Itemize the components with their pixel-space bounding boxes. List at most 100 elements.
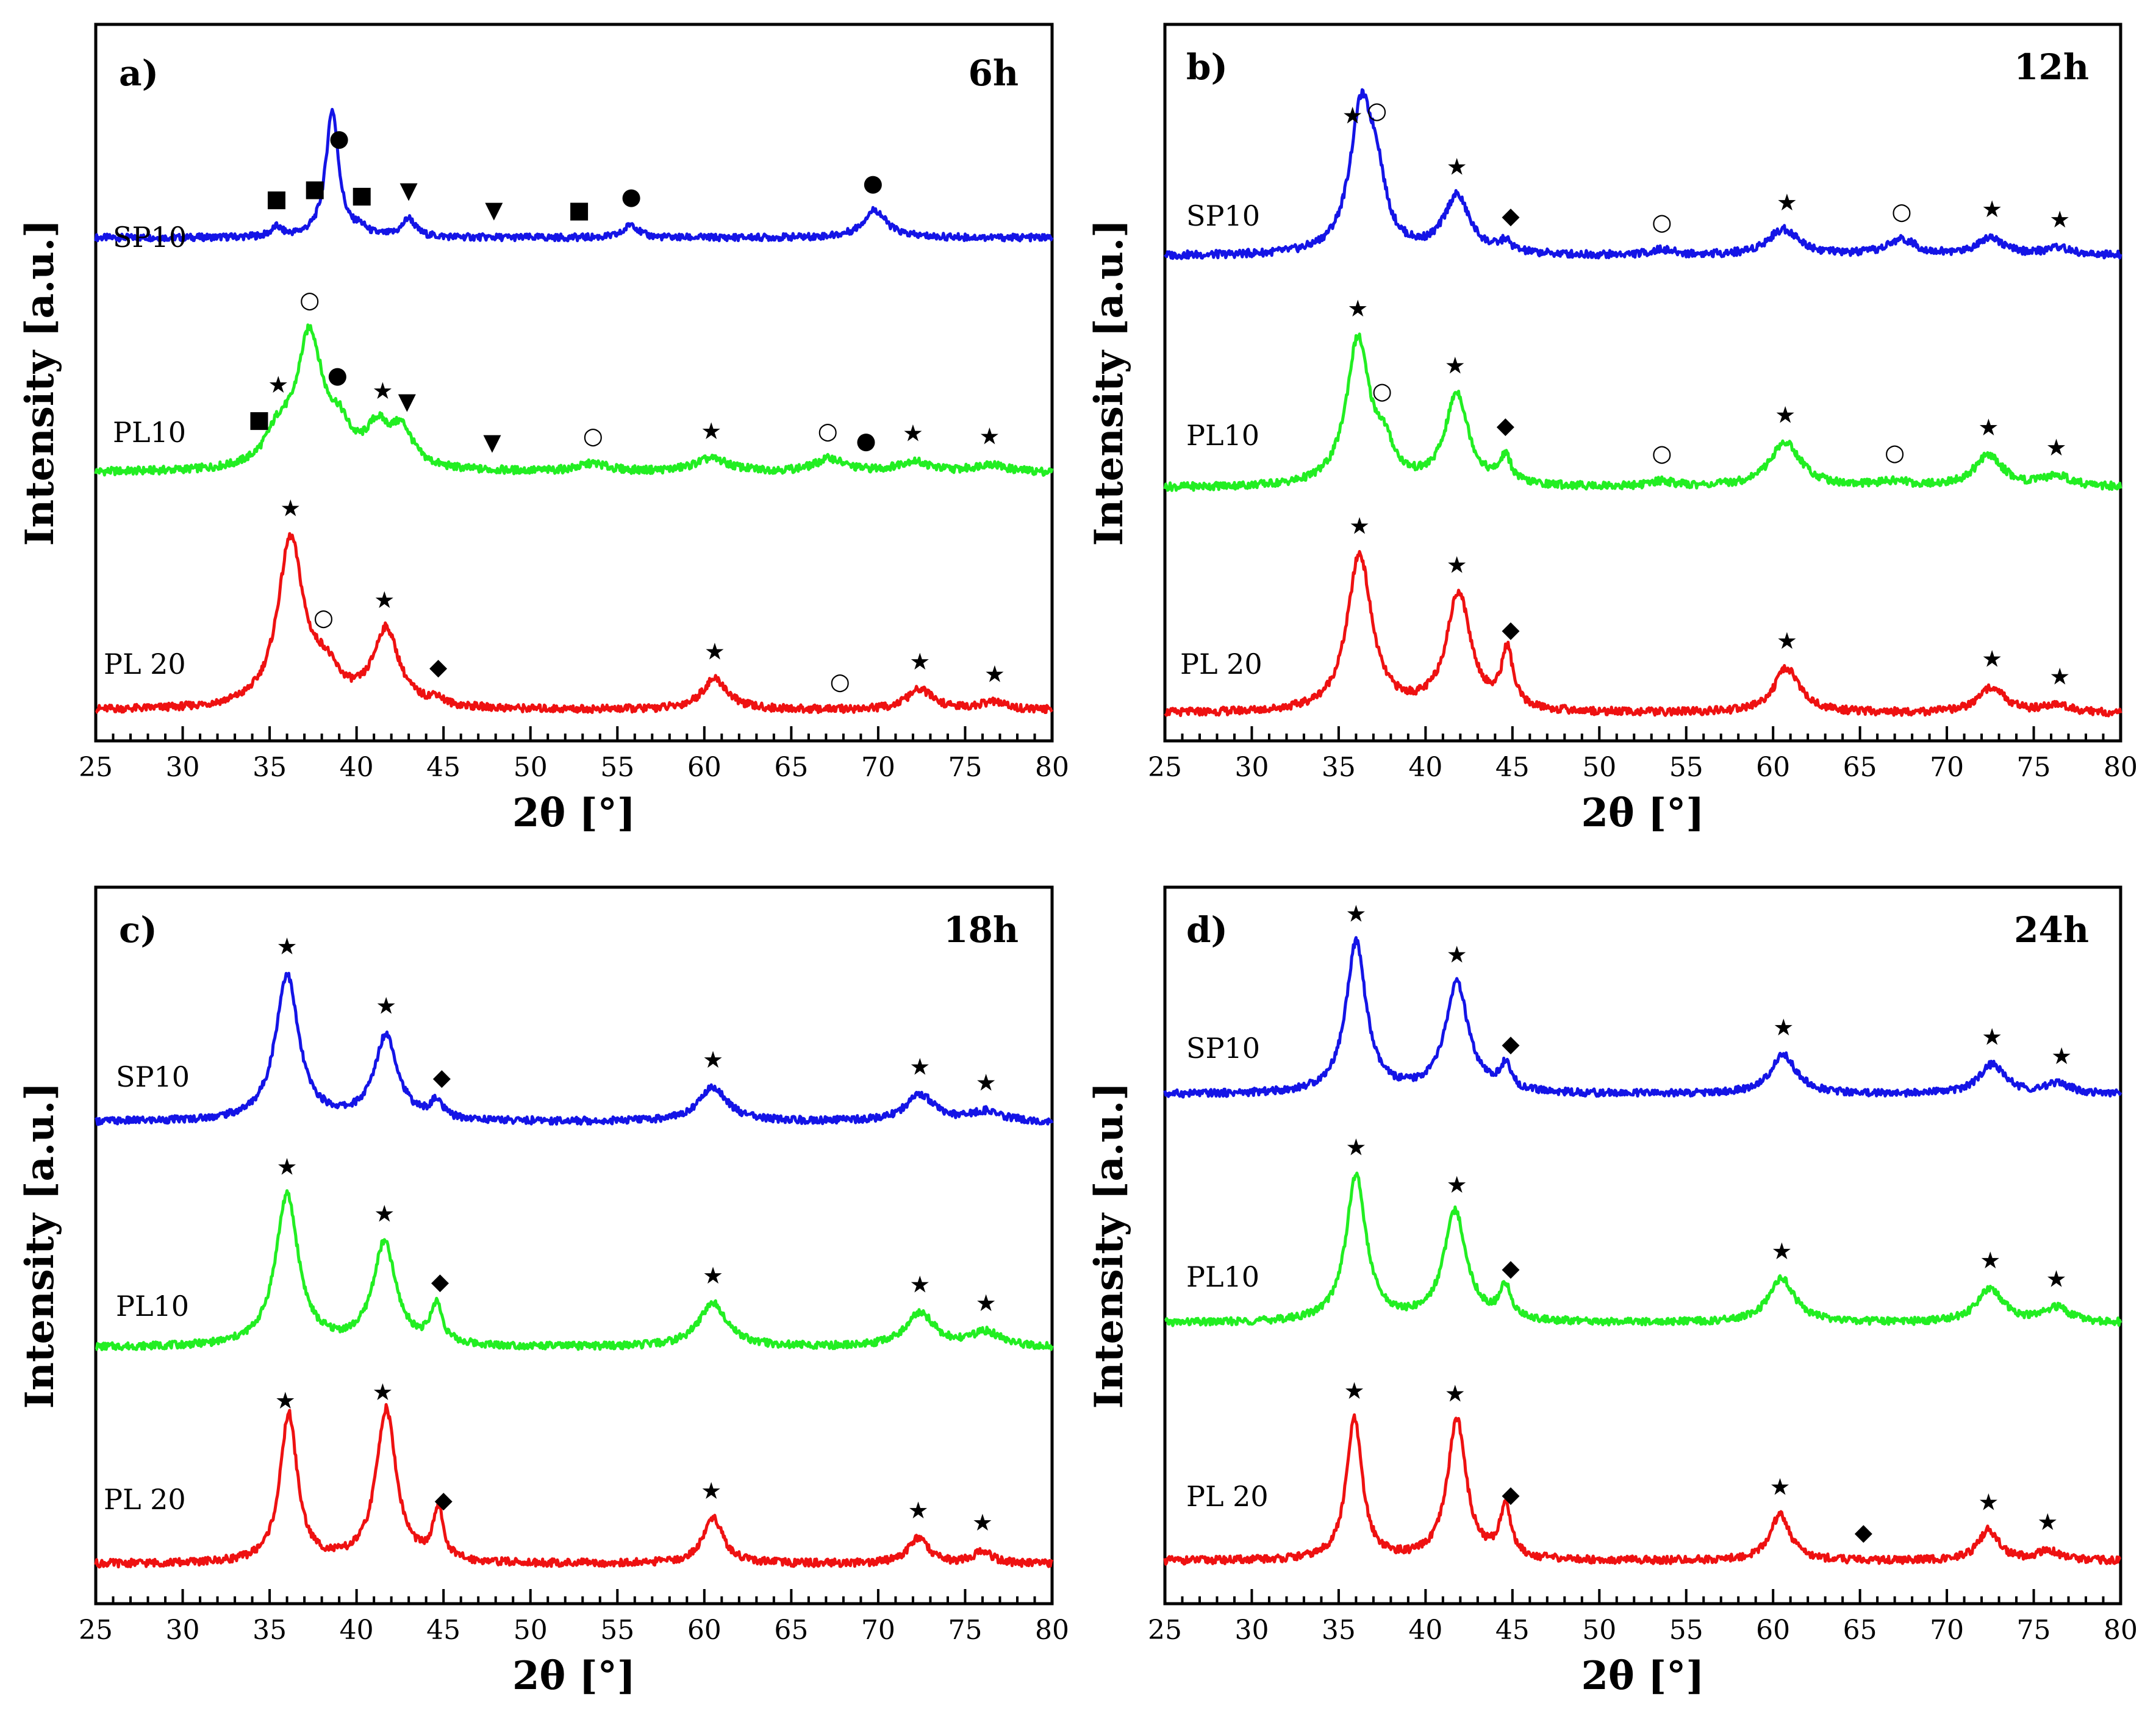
star-marker: ★: [372, 377, 393, 404]
star-marker: ★: [1347, 295, 1368, 322]
plot-frame: [94, 23, 1054, 743]
series-line: [94, 107, 1054, 243]
star-marker: ★: [1447, 551, 1467, 578]
star-marker: ★: [908, 1497, 928, 1524]
x-tick-label: 40: [1408, 1615, 1442, 1646]
chart-panel-24h: 25 30 35 40 45 50 55 60 65 70 75 80 2θ [°] Intensity …: [1086, 885, 2138, 1699]
star-marker: ★: [704, 638, 725, 665]
star-marker: ★: [1349, 512, 1370, 539]
x-tick-label: 25: [1148, 752, 1182, 783]
star-marker: ★: [280, 495, 301, 522]
star-marker: ★: [1344, 1377, 1365, 1404]
x-tick-label: 45: [1495, 1615, 1530, 1646]
diamond-marker: ◆: [433, 1064, 451, 1091]
plot-frame: [1163, 23, 2122, 743]
star-marker: ★: [1982, 196, 2002, 223]
x-tick-label: 45: [426, 752, 460, 783]
star-marker: ★: [1447, 153, 1467, 180]
star-marker: ★: [2049, 206, 2070, 233]
star-marker: ★: [372, 1379, 393, 1406]
series-label: SP10: [116, 1060, 190, 1093]
star-marker: ★: [374, 587, 395, 613]
x-tick-label: 80: [1035, 752, 1069, 783]
x-tick-label: 55: [1669, 1615, 1703, 1646]
circle_open-marker: ○: [830, 668, 850, 695]
star-marker: ★: [701, 418, 722, 445]
star-marker: ★: [1777, 627, 1797, 654]
star-marker: ★: [2046, 1266, 2067, 1293]
x-tick-label: 35: [1322, 1615, 1356, 1646]
diamond-marker: ◆: [1502, 202, 1520, 229]
diamond-marker: ◆: [431, 1268, 449, 1295]
series-label: PL 20: [1180, 648, 1262, 680]
panel-letter: c): [119, 909, 157, 951]
series-line: [1163, 88, 2122, 260]
star-marker: ★: [1345, 900, 1366, 927]
square-marker: ■: [568, 196, 590, 223]
star-marker: ★: [1445, 352, 1466, 379]
x-tick-label: 65: [1843, 752, 1877, 783]
x-tick-label: 25: [79, 752, 113, 783]
series-label: SP10: [1186, 1032, 1260, 1065]
triangle-marker: ▼: [398, 388, 417, 415]
x-tick-label: 50: [514, 752, 548, 783]
series-pl20: PL 20 ★ ★ ◆ ★ ◆ ★ ★: [1163, 1377, 2122, 1566]
circle-marker: ●: [856, 427, 876, 454]
panel-time-title: 18h: [944, 909, 1019, 951]
x-tick-label: 35: [252, 752, 287, 783]
star-marker: ★: [1978, 1488, 1999, 1515]
star-marker: ★: [909, 1271, 930, 1298]
star-marker: ★: [976, 1070, 997, 1096]
circle_open-marker: ○: [1891, 198, 1911, 225]
x-tick-label: 25: [79, 1615, 113, 1646]
diamond-marker: ◆: [1497, 412, 1515, 439]
chart-panel-18h: 25 30 35 40 45 50 55 60 65 70 75 80 2θ [°] Intensity …: [17, 885, 1069, 1699]
circle_open-marker: ○: [1367, 97, 1387, 124]
star-marker: ★: [703, 1046, 723, 1073]
x-tick-label: 40: [340, 752, 374, 783]
chart-panel-6h: 25 30 35 40 45 50 55 60 65 70 75 80 2θ [°] Intensity …: [17, 23, 1069, 836]
x-tick-label: 60: [1756, 1615, 1790, 1646]
chart-panel-12h: 25 30 35 40 45 50 55 60 65 70 75 80 2θ [°] Intensity …: [1086, 23, 2138, 836]
y-axis-title: Intensity [a.u.]: [1086, 1082, 1132, 1409]
x-tick-label: 25: [1148, 1615, 1182, 1646]
x-tick-label: 65: [1843, 1615, 1877, 1646]
series-pl20: PL 20 ★ ★ ◆ ★ ★ ★: [1164, 512, 2122, 718]
star-marker: ★: [909, 1053, 930, 1080]
x-tick-label: 45: [426, 1615, 460, 1646]
series-line: [1163, 332, 2122, 492]
star-marker: ★: [2051, 1043, 2072, 1070]
x-tick-label: 40: [340, 1615, 374, 1646]
x-tick-label: 70: [1930, 1615, 1964, 1646]
x-tick-label: 55: [600, 1615, 634, 1646]
circle-marker: ●: [328, 362, 348, 388]
series-pl20: PL 20 ★ ★ ◆ ★ ★ ★: [94, 1379, 1054, 1569]
star-marker: ★: [703, 1262, 723, 1289]
x-tick-label: 75: [2017, 752, 2051, 783]
series-pl10: PL10 ★ ○ ★ ◆ ○ ★ ○ ★ ★: [1163, 295, 2122, 492]
x-tick-label: 75: [948, 1615, 982, 1646]
x-tick-label: 45: [1495, 752, 1530, 783]
diamond-marker: ◆: [435, 1486, 453, 1513]
star-marker: ★: [1775, 402, 1796, 429]
x-tick-label: 40: [1408, 752, 1442, 783]
x-tick-label: 75: [948, 752, 982, 783]
triangle-marker: ▼: [400, 177, 418, 204]
panel-time-title: 6h: [968, 52, 1019, 94]
star-marker: ★: [275, 1387, 296, 1414]
star-marker: ★: [1770, 1474, 1791, 1501]
star-marker: ★: [1982, 1024, 2002, 1051]
star-marker: ★: [976, 1290, 997, 1316]
star-marker: ★: [1447, 941, 1467, 968]
circle-marker: ●: [863, 170, 883, 196]
x-tick-label: 30: [166, 1615, 200, 1646]
star-marker: ★: [1345, 1134, 1366, 1160]
triangle-marker: ▼: [485, 196, 503, 223]
x-tick-label: 50: [514, 1615, 548, 1646]
circle_open-marker: ○: [818, 418, 838, 445]
diamond-marker: ◆: [1502, 1030, 1520, 1057]
plot-frame: [94, 885, 1054, 1606]
star-marker: ★: [1447, 1171, 1467, 1198]
series-line: [1164, 1171, 2122, 1327]
series-line: [95, 532, 1054, 715]
